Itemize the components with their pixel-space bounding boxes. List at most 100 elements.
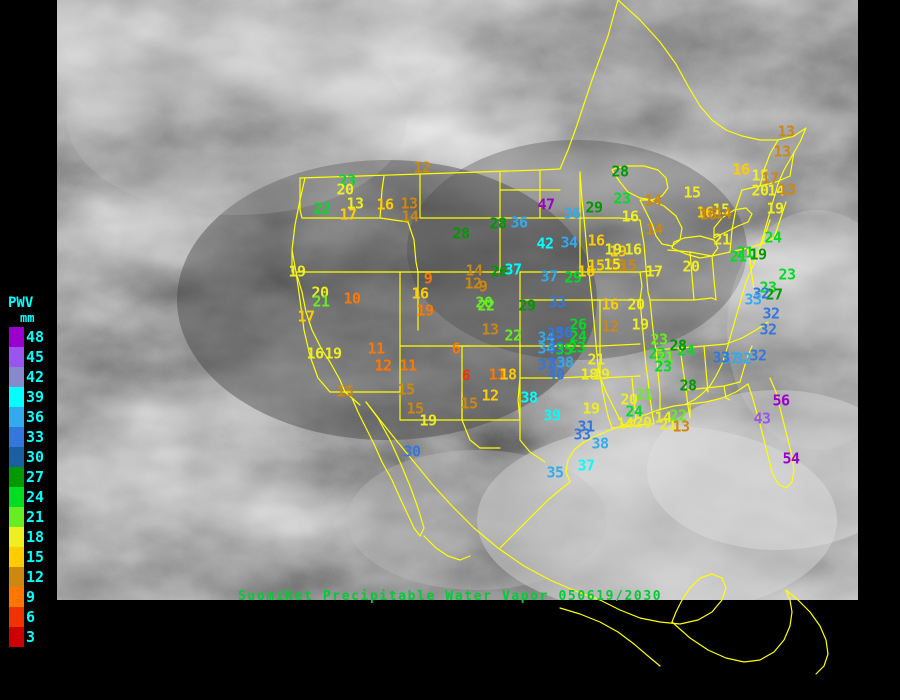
station-pwv-value: 28 [452, 224, 470, 243]
station-pwv-value: 23 [778, 265, 796, 284]
station-pwv-value: 34 [537, 328, 555, 347]
station-pwv-value: 12 [464, 274, 482, 293]
station-pwv-value: 27 [765, 285, 783, 304]
station-pwv-value: 22 [504, 326, 522, 345]
station-pwv-value: 26 [569, 315, 587, 334]
station-pwv-value: 33 [573, 425, 591, 444]
station-pwv-value: 14 [714, 204, 732, 223]
station-pwv-value: 11 [488, 365, 506, 384]
station-pwv-value: 15 [683, 183, 701, 202]
station-pwv-value: 33 [712, 348, 730, 367]
station-pwv-value: 37 [721, 349, 739, 368]
legend-tick-label: 21 [26, 508, 45, 526]
station-pwv-value: 34 [560, 233, 578, 252]
legend-tick-label: 27 [26, 468, 45, 486]
station-pwv-value: 20 [751, 181, 769, 200]
station-pwv-value: 34 [537, 339, 555, 358]
station-pwv-value: 16 [587, 231, 605, 250]
station-pwv-value: 19 [288, 262, 306, 281]
station-pwv-value: 21 [656, 348, 674, 367]
station-pwv-value: 35 [555, 340, 573, 359]
station-pwv-value: 38 [556, 353, 574, 372]
station-pwv-value: 29 [518, 296, 536, 315]
legend-swatch [9, 447, 24, 467]
legend-tick-label: 6 [26, 608, 36, 626]
legend-swatch [9, 567, 24, 587]
station-pwv-value: 32 [749, 346, 767, 365]
station-pwv-value: 20 [336, 180, 354, 199]
station-pwv-value: 28 [611, 162, 629, 181]
station-pwv-value: 24 [677, 341, 695, 360]
station-pwv-value: 14 [644, 191, 662, 210]
station-pwv-value: 38 [520, 388, 538, 407]
station-pwv-value: 16 [601, 295, 619, 314]
station-pwv-value: 21 [659, 415, 677, 434]
station-pwv-value: 16 [411, 284, 429, 303]
station-pwv-value: 35 [546, 463, 564, 482]
station-pwv-value: 17 [297, 307, 315, 326]
station-pwv-value: 16 [699, 205, 717, 224]
station-pwv-value: 9 [478, 277, 488, 296]
legend-swatch [9, 467, 24, 487]
station-pwv-value: 29 [564, 268, 582, 287]
station-pwv-value: 17 [761, 169, 779, 188]
station-pwv-value: 20 [627, 295, 645, 314]
station-pwv-value: 19 [324, 344, 342, 363]
station-pwv-value: 31 [577, 417, 595, 436]
station-pwv-value: 14 [767, 181, 785, 200]
station-pwv-value: 21 [312, 292, 330, 311]
station-pwv-value: 20 [311, 283, 329, 302]
station-pwv-value: 13 [481, 320, 499, 339]
legend-swatch [9, 327, 24, 347]
legend-tick-label: 48 [26, 328, 45, 346]
station-pwv-value: 15 [587, 256, 605, 275]
station-pwv-value: 9 [423, 269, 433, 288]
legend-swatch [9, 387, 24, 407]
legend-tick-label: 39 [26, 388, 45, 406]
station-pwv-value: 15 [712, 200, 730, 219]
legend-swatch [9, 527, 24, 547]
station-pwv-value: 42 [536, 234, 554, 253]
station-pwv-value: 22 [669, 406, 687, 425]
station-pwv-value: 19 [749, 245, 767, 264]
station-pwv-value: 23 [654, 357, 672, 376]
station-pwv-value: 16 [306, 344, 324, 363]
pwv-color-legend: PWV mm 48 45 42 39 36 33 30 27 24 21 18 15 12 9 6 3 [4, 296, 54, 651]
satellite-image-panel [57, 0, 858, 600]
station-pwv-value: 15 [751, 166, 769, 185]
station-pwv-value: 39 [547, 338, 565, 357]
station-pwv-value: 12 [413, 158, 431, 177]
legend-tick-label: 36 [26, 408, 45, 426]
station-pwv-value: 36 [510, 213, 528, 232]
station-pwv-value: 24 [569, 327, 587, 346]
station-pwv-value: 11 [399, 356, 417, 375]
legend-swatch [9, 427, 24, 447]
station-pwv-value: 16 [577, 262, 595, 281]
station-pwv-value: 24 [764, 228, 782, 247]
station-pwv-value: 15 [619, 256, 637, 275]
station-pwv-value: 15 [336, 382, 354, 401]
station-pwv-value: 23 [648, 344, 666, 363]
station-pwv-value: 22 [477, 296, 495, 315]
station-pwv-value: 37 [577, 456, 595, 475]
station-pwv-value: 16 [696, 203, 714, 222]
station-pwv-value: 32 [734, 349, 752, 368]
station-pwv-value: 20 [475, 293, 493, 312]
legend-title: PWV [8, 295, 34, 311]
station-pwv-value: 22 [313, 199, 331, 218]
legend-swatch [9, 587, 24, 607]
station-pwv-value: 13 [778, 180, 796, 199]
station-pwv-value: 23 [759, 278, 777, 297]
legend-swatch [9, 607, 24, 627]
station-pwv-value: 21 [729, 247, 747, 266]
station-pwv-value: 36 [563, 204, 581, 223]
station-pwv-value: 13 [346, 194, 364, 213]
station-pwv-value: 28 [669, 336, 687, 355]
legend-units-label: mm [20, 311, 35, 325]
legend-swatch [9, 627, 24, 647]
legend-scale: 48 45 42 39 36 33 30 27 24 21 18 15 12 9 6 3 [4, 327, 54, 651]
station-pwv-value: 10 [343, 289, 361, 308]
station-pwv-value: 15 [608, 256, 626, 275]
station-pwv-value: 21 [713, 230, 731, 249]
legend-tick-label: 9 [26, 588, 36, 606]
